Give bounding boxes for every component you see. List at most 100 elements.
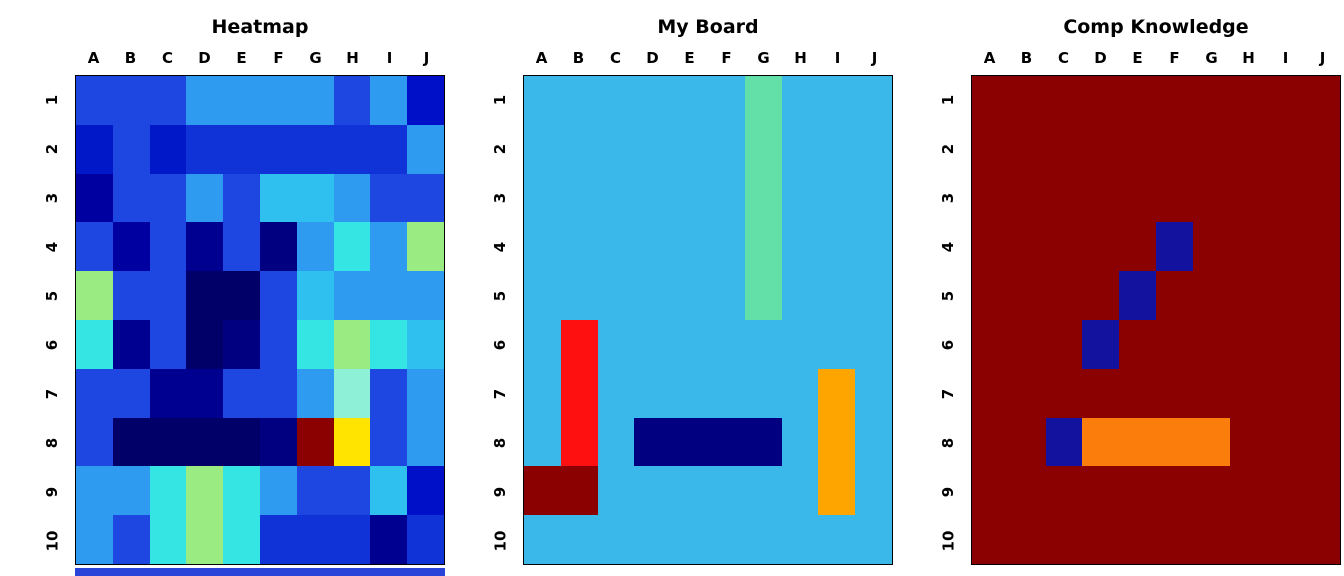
cell-E8 — [671, 417, 708, 467]
row-label-4: 4 — [939, 241, 957, 252]
cell-B5 — [1008, 271, 1046, 320]
row-label-9: 9 — [491, 486, 509, 497]
cell-C1 — [597, 76, 635, 125]
cell-B6 — [560, 319, 598, 369]
cell-E7 — [223, 368, 260, 418]
cell-C5 — [1045, 271, 1083, 320]
cell-F10 — [1155, 515, 1193, 564]
cell-D3 — [1082, 173, 1120, 223]
cell-C4 — [597, 222, 635, 272]
cell-D8 — [1082, 417, 1120, 467]
cell-D4 — [186, 222, 224, 272]
column-labels: A B C D E F G H I J — [523, 46, 893, 70]
column-label-F: F — [273, 49, 284, 67]
cell-E7 — [1119, 368, 1156, 418]
cell-D3 — [634, 173, 672, 223]
cell-B8 — [112, 417, 150, 467]
cell-E2 — [223, 124, 260, 174]
row-label-9: 9 — [43, 486, 61, 497]
cell-G6 — [744, 319, 782, 369]
cell-J9 — [1303, 466, 1340, 516]
cell-J10 — [1303, 515, 1340, 564]
row-labels: 1 2 3 4 5 6 7 8 9 10 — [934, 75, 962, 565]
cell-F9 — [707, 466, 745, 516]
cell-C3 — [597, 173, 635, 223]
cell-G8 — [744, 417, 782, 467]
cell-D9 — [186, 466, 224, 516]
cell-I1 — [1266, 76, 1304, 125]
cell-J7 — [1303, 368, 1340, 418]
cell-H9 — [333, 466, 371, 516]
cell-F10 — [259, 515, 297, 564]
column-label-B: B — [124, 49, 137, 67]
row-label-7: 7 — [939, 388, 957, 399]
column-label-J: J — [871, 49, 878, 67]
cell-F2 — [1155, 124, 1193, 174]
cell-B9 — [560, 466, 598, 516]
cell-I5 — [818, 271, 856, 320]
cell-J8 — [407, 417, 444, 467]
cell-J7 — [407, 368, 444, 418]
cell-A1 — [972, 76, 1009, 125]
cell-C9 — [1045, 466, 1083, 516]
cell-G1 — [296, 76, 334, 125]
cell-A5 — [972, 271, 1009, 320]
cell-A8 — [524, 417, 561, 467]
cell-I3 — [370, 173, 408, 223]
cell-J1 — [1303, 76, 1340, 125]
cell-E8 — [1119, 417, 1156, 467]
cell-A7 — [972, 368, 1009, 418]
cell-B10 — [1008, 515, 1046, 564]
cell-A9 — [972, 466, 1009, 516]
cell-D8 — [186, 417, 224, 467]
cell-I10 — [818, 515, 856, 564]
heatmap-panel: Heatmap A B C D E F G H I J 1 2 3 4 5 6 7 8 9 10 — [0, 0, 448, 576]
cell-J4 — [407, 222, 444, 272]
cell-E3 — [671, 173, 708, 223]
cell-D1 — [634, 76, 672, 125]
chart-title: Comp Knowledge — [1063, 16, 1249, 38]
cell-F5 — [1155, 271, 1193, 320]
cell-F9 — [1155, 466, 1193, 516]
column-label-J: J — [1319, 49, 1326, 67]
cell-H1 — [333, 76, 371, 125]
cell-I9 — [370, 466, 408, 516]
chart-title: My Board — [657, 16, 759, 38]
cell-A4 — [76, 222, 113, 272]
row-labels: 1 2 3 4 5 6 7 8 9 10 — [38, 75, 66, 565]
cell-C8 — [1045, 417, 1083, 467]
cell-H9 — [1229, 466, 1267, 516]
cell-J3 — [855, 173, 892, 223]
cell-E6 — [1119, 319, 1156, 369]
column-label-E: E — [684, 49, 695, 67]
comp-knowledge-panel: Comp Knowledge A B C D E F G H I J 1 2 3 4 5 6 7 8 9 10 — [896, 0, 1344, 576]
cell-I8 — [1266, 417, 1304, 467]
cell-E5 — [1119, 271, 1156, 320]
cell-C6 — [597, 319, 635, 369]
row-label-10: 10 — [491, 530, 509, 551]
cell-H8 — [781, 417, 819, 467]
column-label-I: I — [834, 49, 841, 67]
row-label-3: 3 — [939, 192, 957, 203]
cell-H4 — [1229, 222, 1267, 272]
cell-F10 — [707, 515, 745, 564]
cell-B8 — [1008, 417, 1046, 467]
cell-C1 — [1045, 76, 1083, 125]
column-label-B: B — [1020, 49, 1033, 67]
cell-J5 — [1303, 271, 1340, 320]
cell-A3 — [76, 173, 113, 223]
cell-D9 — [1082, 466, 1120, 516]
column-label-B: B — [572, 49, 585, 67]
cell-C5 — [149, 271, 187, 320]
row-label-4: 4 — [43, 241, 61, 252]
cell-E10 — [671, 515, 708, 564]
cell-B7 — [1008, 368, 1046, 418]
cell-H5 — [333, 271, 371, 320]
cell-A5 — [76, 271, 113, 320]
cell-A5 — [524, 271, 561, 320]
cell-I1 — [818, 76, 856, 125]
cell-C7 — [149, 368, 187, 418]
cell-F7 — [707, 368, 745, 418]
cell-G3 — [1192, 173, 1230, 223]
cell-E9 — [671, 466, 708, 516]
